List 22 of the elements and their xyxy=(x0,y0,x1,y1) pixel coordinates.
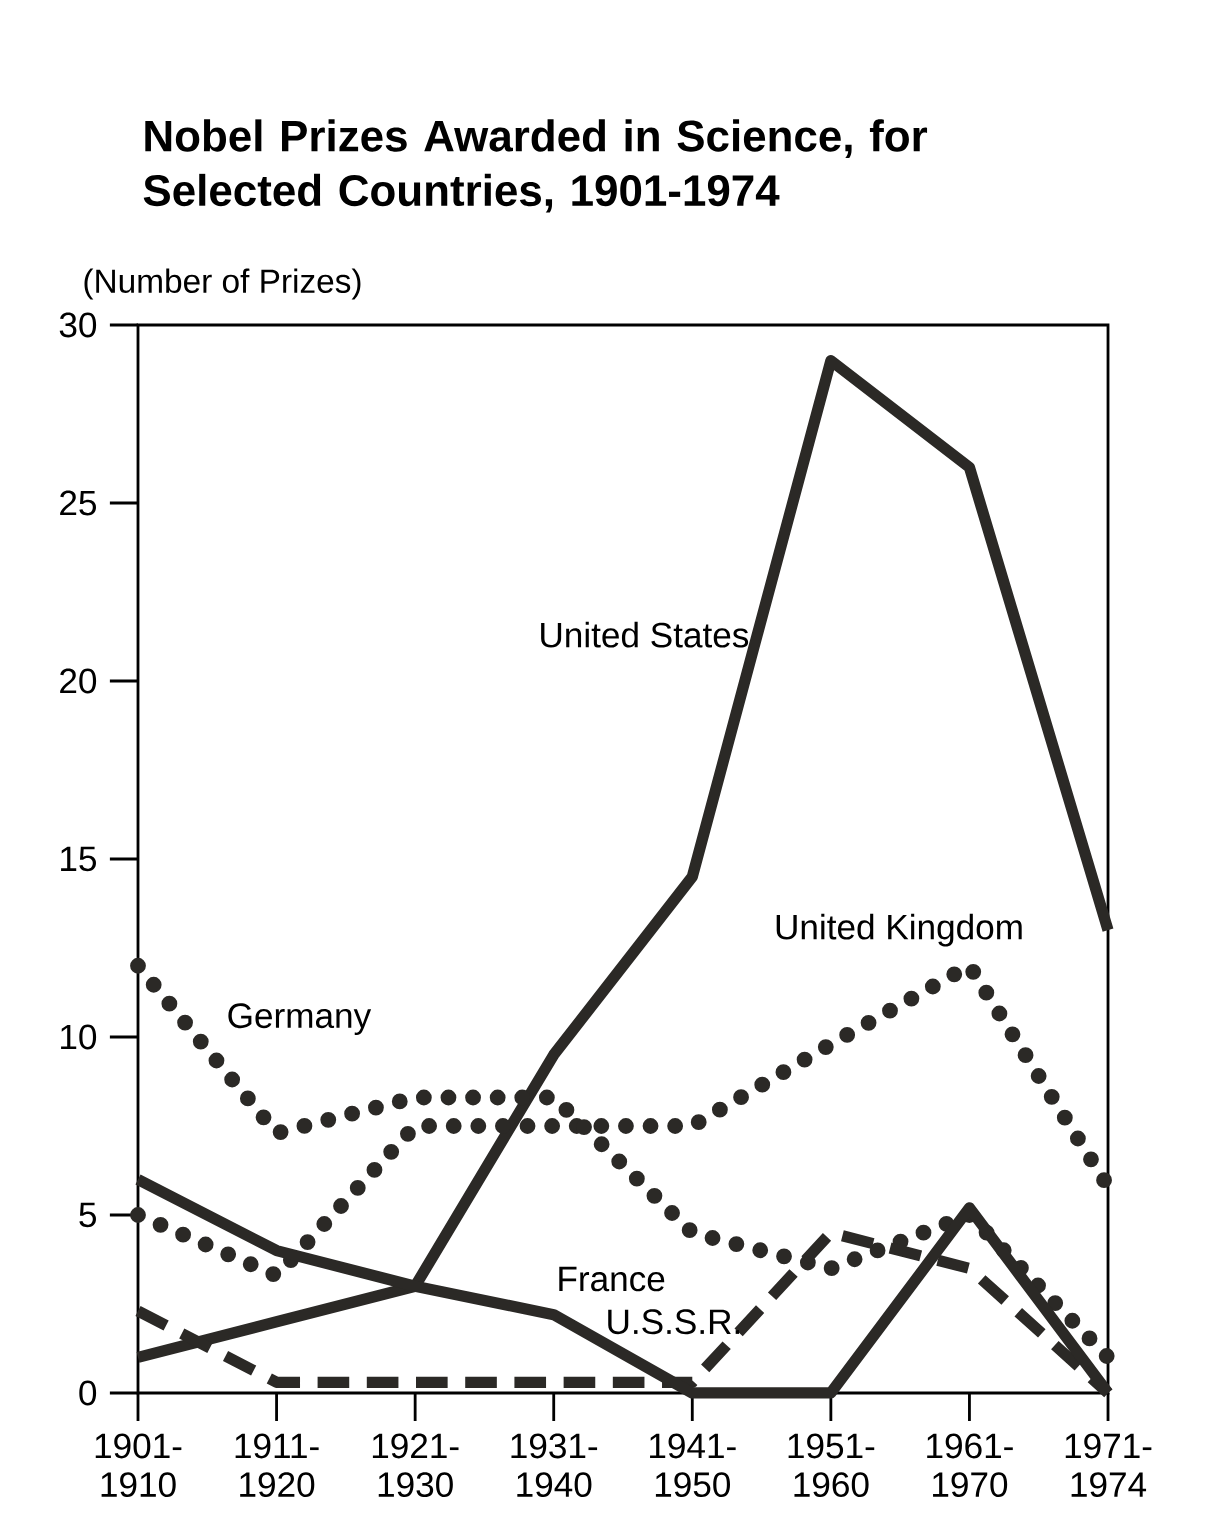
series-label: United Kingdom xyxy=(776,913,1022,947)
y-tick-label: 30 xyxy=(59,312,97,338)
y-tick-label: 25 xyxy=(60,490,96,516)
x-tick-label: 1951- 1960 xyxy=(788,1433,875,1498)
chart-title: Nobel Prizes Awarded in Science, for Selected Countries, 1901-1974 xyxy=(143,119,928,213)
x-tick-label: 1901- 1910 xyxy=(95,1433,182,1498)
series-label: Germany xyxy=(228,1003,372,1036)
x-tick-label: 1911- 1920 xyxy=(235,1433,319,1498)
x-tick-label: 1961- 1970 xyxy=(927,1433,1013,1498)
y-tick-label: 5 xyxy=(79,1202,96,1228)
y-tick-label: 10 xyxy=(61,1024,97,1050)
x-tick-label: 1931- 1940 xyxy=(511,1433,598,1498)
y-tick-label: 0 xyxy=(79,1380,97,1406)
x-tick-label: 1921- 1930 xyxy=(372,1433,459,1498)
series-label: U.S.S.R. xyxy=(608,1309,740,1335)
y-tick-label: 20 xyxy=(60,668,97,694)
series-label: United States xyxy=(541,621,749,648)
y-tick-label: 15 xyxy=(61,846,96,872)
x-tick-label: 1941- 1950 xyxy=(650,1433,736,1498)
series-label: France xyxy=(559,1266,665,1292)
x-tick-label: 1971- 1974 xyxy=(1065,1433,1152,1498)
y-axis-title: (Number of Prizes) xyxy=(84,268,361,300)
